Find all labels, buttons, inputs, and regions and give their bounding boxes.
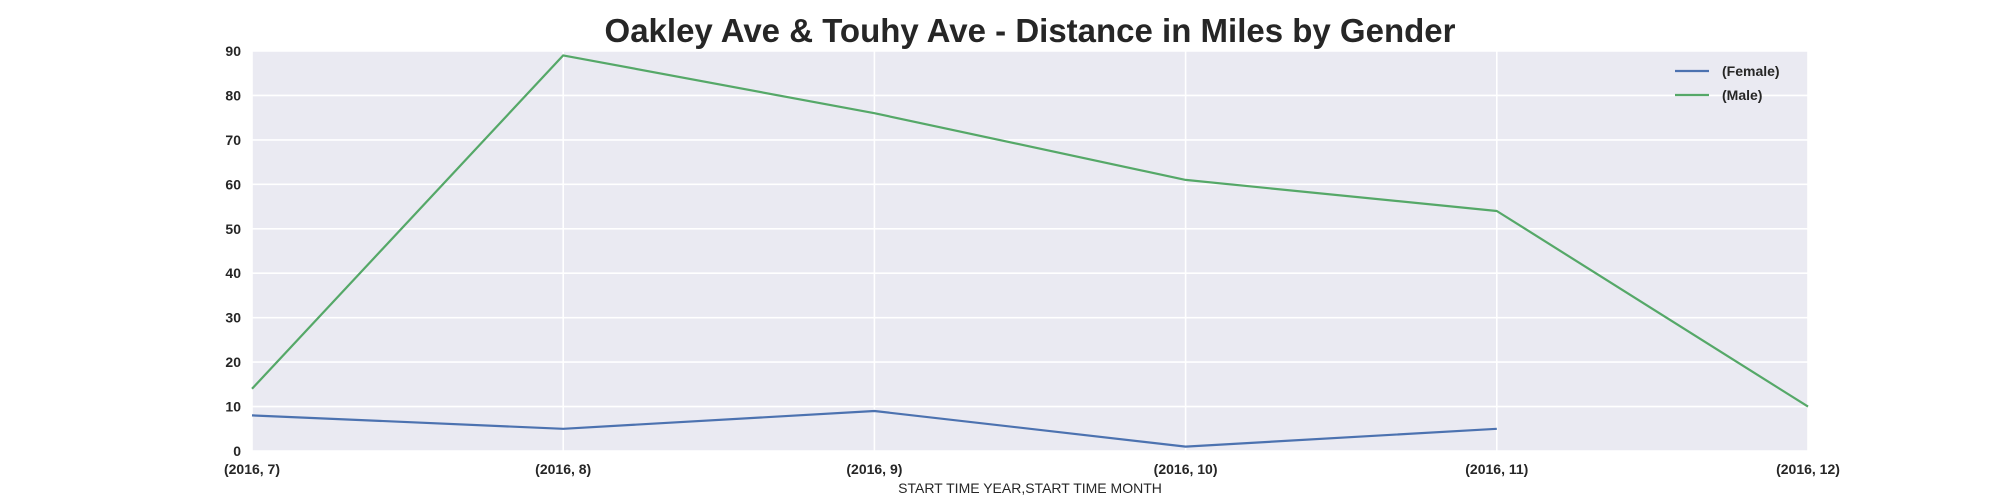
x-tick-label: (2016, 8) bbox=[535, 461, 591, 477]
x-tick-label: (2016, 11) bbox=[1465, 461, 1528, 477]
grid-lines bbox=[251, 50, 1809, 452]
chart-title: Oakley Ave & Touhy Ave - Distance in Mil… bbox=[605, 12, 1456, 49]
x-tick-label: (2016, 7) bbox=[224, 461, 280, 477]
y-tick-label: 30 bbox=[225, 310, 241, 326]
y-tick-label: 0 bbox=[233, 443, 241, 459]
series-line-female bbox=[251, 409, 1497, 448]
series-lines bbox=[251, 54, 1809, 448]
y-tick-label: 10 bbox=[225, 399, 241, 415]
x-tick-label: (2016, 12) bbox=[1776, 461, 1840, 477]
y-tick-label: 40 bbox=[225, 265, 241, 281]
legend-label: (Male) bbox=[1722, 87, 1762, 103]
legend-label: (Female) bbox=[1722, 63, 1780, 79]
plot-area bbox=[252, 51, 1808, 451]
y-axis-ticks: 0 10 20 30 40 50 60 70 80 90 bbox=[225, 43, 241, 459]
x-axis-label: START TIME YEAR,START TIME MONTH bbox=[898, 480, 1162, 496]
series-line-male bbox=[251, 54, 1809, 408]
legend: (Female) (Male) bbox=[1675, 63, 1780, 103]
y-tick-label: 90 bbox=[225, 43, 241, 59]
x-tick-label: (2016, 9) bbox=[846, 461, 902, 477]
x-axis-ticks: (2016, 7) (2016, 8) (2016, 9) (2016, 10) (20… bbox=[224, 461, 1840, 477]
y-tick-label: 20 bbox=[225, 354, 241, 370]
y-tick-label: 50 bbox=[225, 221, 241, 237]
y-tick-label: 70 bbox=[225, 132, 241, 148]
y-tick-label: 60 bbox=[225, 176, 241, 192]
y-tick-label: 80 bbox=[225, 87, 241, 103]
x-tick-label: (2016, 10) bbox=[1154, 461, 1218, 477]
